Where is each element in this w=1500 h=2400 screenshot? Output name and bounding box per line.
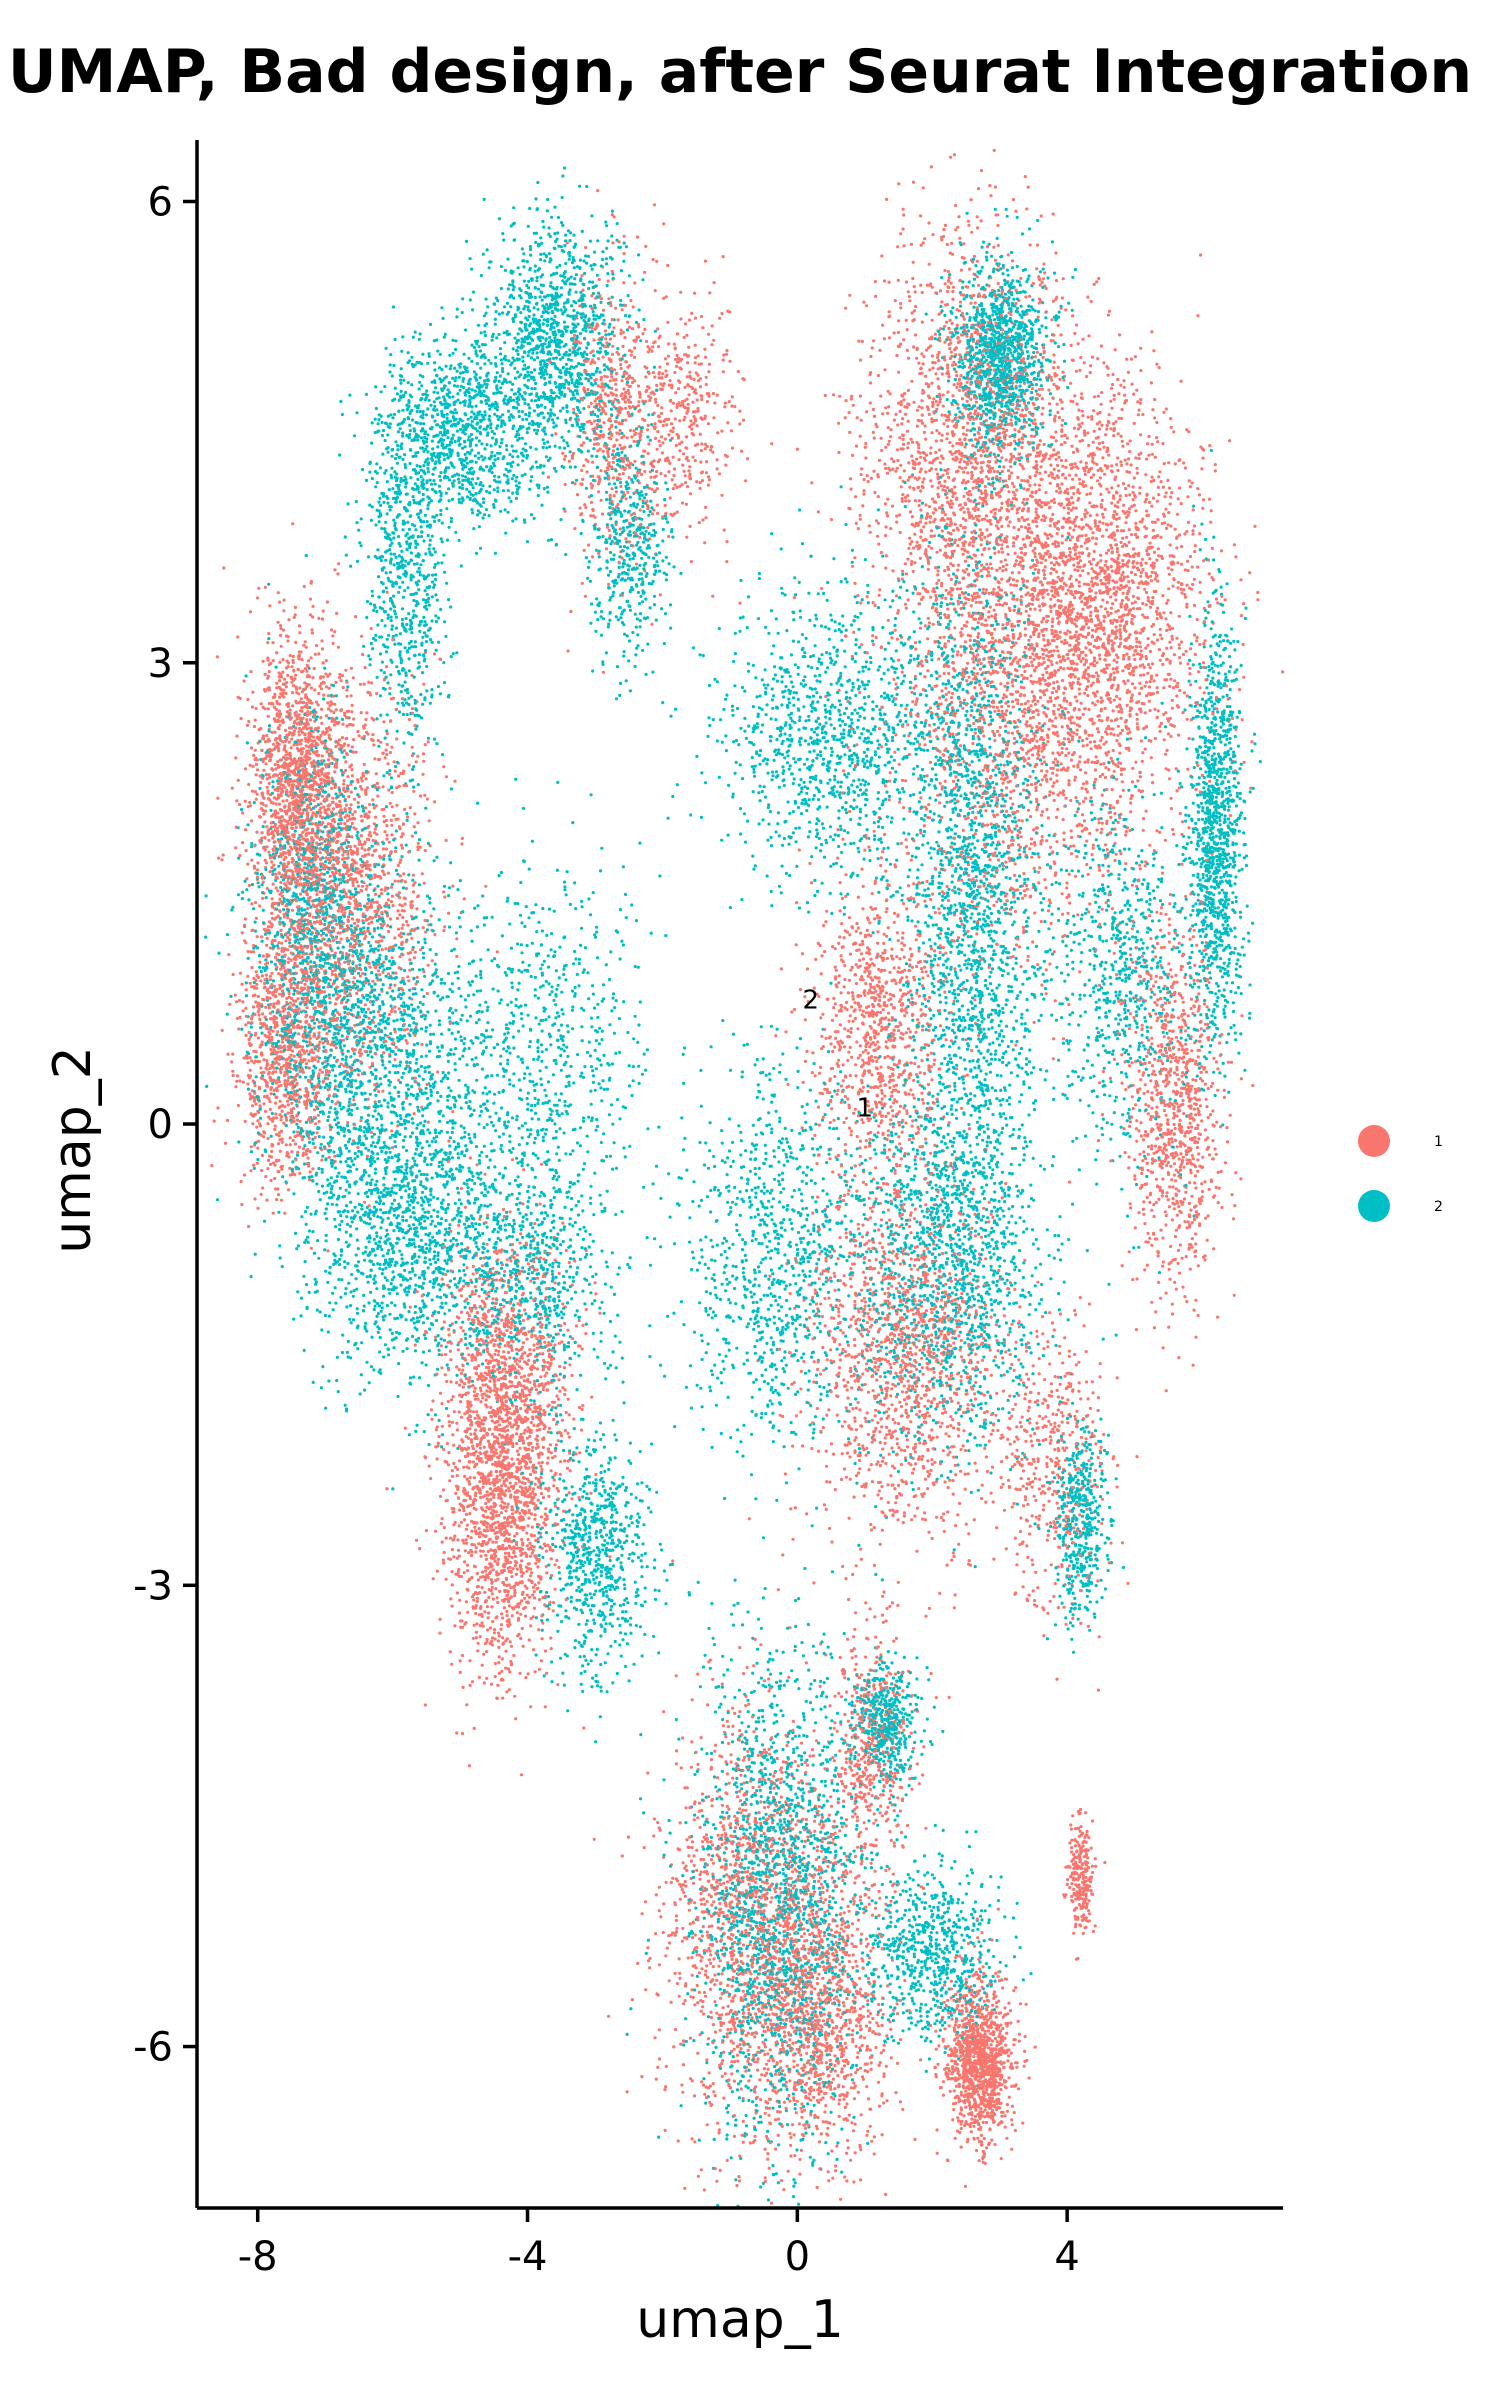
- series-1-points: [220, 194, 1204, 2183]
- series-2-points: [259, 195, 1239, 2145]
- series-2-points: [229, 207, 1237, 2182]
- series-1-points: [226, 184, 1224, 2172]
- series-1-points: [243, 243, 1244, 2201]
- series-2-points: [237, 215, 1242, 2136]
- x-tick-label: 0: [785, 2234, 810, 2280]
- series-2-points: [277, 232, 1244, 2067]
- series-1-points: [239, 185, 1221, 2133]
- series-2-points: [276, 250, 1241, 2138]
- y-tick-label: -6: [133, 2025, 173, 2071]
- series-2-points: [215, 184, 1243, 2082]
- y-tick-label: 6: [148, 180, 173, 226]
- series-2-points: [261, 218, 1238, 2089]
- series-2-points: [269, 197, 1242, 2168]
- series-2-points: [245, 214, 1242, 2136]
- series-1-points: [235, 209, 1242, 2147]
- x-axis-ticks: -8 -4 0 4: [238, 2208, 1080, 2280]
- y-axis-ticks: 6 3 0 -3 -6: [133, 180, 197, 2071]
- series-1-points: [228, 253, 1205, 2192]
- series-2-points: [240, 244, 1249, 2093]
- chart-title: UMAP, Bad design, after Seurat Integrati…: [8, 37, 1472, 107]
- y-tick-label: -3: [133, 1563, 173, 1609]
- series-2-points: [263, 223, 1238, 2207]
- x-tick-label: -4: [508, 2234, 548, 2280]
- y-axis-label: umap_2: [43, 1046, 103, 1254]
- x-tick-label: 4: [1054, 2234, 1079, 2280]
- cluster-label-1: 1: [857, 1093, 874, 1123]
- legend-label-2: 2: [1434, 1199, 1443, 1215]
- legend-key-2: [1358, 1190, 1390, 1222]
- series-2-points: [243, 224, 1237, 2141]
- series-1-points: [216, 280, 1245, 2183]
- series-2-points: [204, 257, 1251, 2109]
- series-2-points: [258, 240, 1246, 2206]
- series-2-points: [252, 232, 1238, 2132]
- series-1-points: [234, 212, 1209, 2170]
- x-tick-label: -8: [238, 2234, 278, 2280]
- series-2-points: [256, 259, 1257, 2167]
- series-2-points: [244, 184, 1239, 2185]
- series-1-points: [215, 266, 1224, 2109]
- series-1-points: [240, 223, 1229, 2176]
- legend-label-1: 1: [1434, 1134, 1443, 1150]
- cluster-labels-layer: 21: [803, 986, 874, 1124]
- y-tick-label: 0: [148, 1102, 173, 1148]
- series-2-points: [217, 258, 1244, 2141]
- series-2-points: [312, 308, 1235, 2035]
- legend: 12: [1358, 1125, 1443, 1222]
- series-2-points: [251, 197, 1243, 2113]
- legend-key-1: [1358, 1125, 1390, 1157]
- series-1-points: [241, 278, 1215, 2135]
- series-1-points: [244, 198, 1233, 2152]
- series-2-points: [260, 258, 1262, 2135]
- series-1-points: [252, 245, 1211, 2144]
- plot-area: 21: [204, 148, 1285, 2208]
- points-layer: [204, 148, 1285, 2208]
- x-axis-label: umap_1: [636, 2290, 844, 2350]
- series-2-points: [261, 229, 1241, 2208]
- y-tick-label: 3: [148, 641, 173, 687]
- cluster-label-2: 2: [803, 986, 820, 1016]
